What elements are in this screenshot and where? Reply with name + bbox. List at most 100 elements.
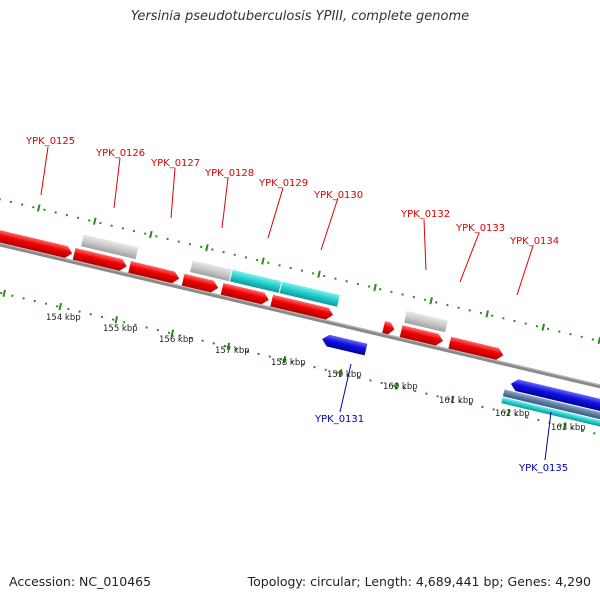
ruler-minor-tick bbox=[345, 280, 348, 283]
ruler-minor-tick bbox=[201, 339, 204, 342]
gene-arrow-ypk-0130[interactable] bbox=[270, 294, 334, 321]
ruler-minor-tick bbox=[244, 256, 248, 259]
ruler-minor-tick bbox=[401, 293, 404, 296]
leader-ypk-0132 bbox=[423, 219, 427, 271]
ruler-major-tick bbox=[205, 244, 209, 252]
gene-label-ypk-0133[interactable]: YPK_0133 bbox=[455, 223, 505, 234]
pseudo-gene-ypk-0128[interactable] bbox=[190, 260, 232, 282]
gene-label-ypk-0129[interactable]: YPK_0129 bbox=[258, 178, 308, 189]
gene-label-ypk-0125[interactable]: YPK_0125 bbox=[25, 136, 75, 147]
footer-accession: Accession: NC_010465 bbox=[9, 574, 152, 589]
ruler-minor-tick bbox=[223, 344, 227, 348]
gene-arrow-ypk-0133[interactable] bbox=[399, 325, 445, 347]
gene-arrow-ypk-0126[interactable] bbox=[72, 247, 128, 272]
ruler-minor-tick bbox=[132, 229, 136, 233]
ruler-minor-tick bbox=[145, 326, 148, 329]
ruler-minor-tick bbox=[44, 302, 48, 305]
rna-gene-ypk-0129-b[interactable] bbox=[279, 281, 340, 307]
ruler-minor-tick bbox=[369, 379, 372, 382]
ruler-minor-tick bbox=[425, 392, 428, 395]
ruler-major-tick bbox=[317, 270, 321, 278]
ruler-minor-tick bbox=[412, 295, 416, 299]
ruler-minor-tick bbox=[492, 408, 495, 411]
ruler-minor-tick bbox=[76, 216, 80, 219]
pseudo-gene-ypk-0133[interactable] bbox=[404, 310, 448, 333]
ruler-minor-tick bbox=[402, 387, 406, 390]
gene-arrow-ypk-0125[interactable] bbox=[0, 228, 74, 259]
ruler-minor-tick bbox=[11, 294, 14, 297]
gene-arrow-ypk-0134[interactable] bbox=[448, 336, 504, 361]
leader-ypk-0133 bbox=[459, 232, 480, 283]
leader-ypk-0135 bbox=[544, 411, 552, 461]
ruler-minor-tick bbox=[581, 429, 585, 432]
map-title: Yersinia pseudotuberculosis YPIII, compl… bbox=[130, 9, 470, 24]
gene-arrow-small[interactable] bbox=[382, 321, 395, 335]
ruler-outer bbox=[0, 198, 600, 345]
ruler-inner bbox=[0, 289, 596, 435]
ruler-minor-tick bbox=[167, 331, 171, 334]
ruler-minor-tick bbox=[67, 307, 70, 311]
ruler-minor-tick bbox=[65, 213, 69, 217]
ruler-minor-tick bbox=[423, 298, 427, 301]
gene-label-ypk-0132[interactable]: YPK_0132 bbox=[400, 209, 450, 220]
gene-label-ypk-0128[interactable]: YPK_0128 bbox=[204, 168, 254, 179]
gene-arrow-ypk-0128[interactable] bbox=[181, 273, 220, 294]
gene-arrow-ypk-0131[interactable] bbox=[321, 333, 368, 356]
ruler-minor-tick bbox=[290, 360, 294, 364]
ruler-minor-tick bbox=[334, 277, 337, 280]
ruler-minor-tick bbox=[481, 405, 484, 409]
ruler-minor-tick bbox=[470, 403, 473, 406]
ruler-minor-tick bbox=[246, 350, 249, 353]
ruler-minor-tick bbox=[110, 224, 113, 227]
leader-ypk-0127 bbox=[170, 167, 176, 219]
gene-label-ypk-0134[interactable]: YPK_0134 bbox=[509, 236, 559, 247]
rna-gene-ypk-0135-steel[interactable] bbox=[502, 389, 600, 425]
ruler-minor-tick bbox=[356, 282, 360, 286]
ruler-minor-tick bbox=[436, 395, 439, 398]
gene-arrow-ypk-0129[interactable] bbox=[220, 282, 270, 306]
rna-gene-ypk-0135[interactable] bbox=[501, 397, 600, 432]
tick-label: 158 kbp bbox=[271, 358, 306, 368]
tick-label: 159 kbp bbox=[327, 370, 362, 380]
gene-label-ypk-0127[interactable]: YPK_0127 bbox=[150, 158, 200, 169]
ruler-major-tick bbox=[373, 283, 377, 292]
ruler-minor-tick bbox=[591, 338, 595, 341]
ruler-major-tick bbox=[226, 342, 231, 350]
ruler-minor-tick bbox=[503, 410, 506, 414]
ruler-major-tick bbox=[2, 289, 6, 297]
ruler-major-tick bbox=[58, 302, 63, 311]
ruler-minor-tick bbox=[255, 258, 259, 262]
ruler-minor-tick bbox=[546, 327, 550, 331]
ruler-minor-tick bbox=[300, 269, 304, 272]
ruler-major-tick bbox=[541, 323, 546, 331]
gene-label-ypk-0130[interactable]: YPK_0130 bbox=[313, 190, 363, 201]
ruler-minor-tick bbox=[144, 232, 147, 235]
ruler-minor-tick bbox=[569, 332, 572, 336]
footer-info: Topology: circular; Length: 4,689,441 bp… bbox=[247, 574, 591, 589]
gene-arrow-ypk-0135[interactable] bbox=[510, 378, 600, 418]
gene-label-ypk-0135[interactable]: YPK_0135 bbox=[518, 463, 568, 474]
rna-gene-ypk-0129-a[interactable] bbox=[229, 269, 282, 293]
ruler-major-tick bbox=[485, 310, 489, 318]
gene-arrow-ypk-0127[interactable] bbox=[128, 261, 180, 284]
ruler-minor-tick bbox=[212, 342, 216, 345]
tick-label: 155 kbp bbox=[103, 324, 138, 334]
ruler-major-tick bbox=[338, 369, 343, 377]
ruler-major-tick bbox=[93, 217, 97, 225]
ruler-minor-tick bbox=[9, 200, 13, 204]
ruler-major-tick bbox=[394, 382, 399, 390]
pseudo-gene-ypk-0126[interactable] bbox=[81, 234, 139, 260]
gene-label-ypk-0126[interactable]: YPK_0126 bbox=[95, 148, 145, 159]
ruler-minor-tick bbox=[391, 384, 395, 387]
tick-label: 157 kbp bbox=[215, 346, 250, 356]
ruler-minor-tick bbox=[211, 248, 214, 251]
ruler-minor-tick bbox=[257, 352, 260, 356]
ruler-minor-tick bbox=[188, 243, 192, 246]
ruler-minor-tick bbox=[457, 306, 460, 309]
gene-label-ypk-0131[interactable]: YPK_0131 bbox=[314, 414, 364, 425]
ruler-minor-tick bbox=[446, 303, 449, 307]
leader-ypk-0126 bbox=[113, 157, 121, 209]
ruler-minor-tick bbox=[324, 368, 327, 372]
ruler-minor-tick bbox=[535, 325, 539, 328]
